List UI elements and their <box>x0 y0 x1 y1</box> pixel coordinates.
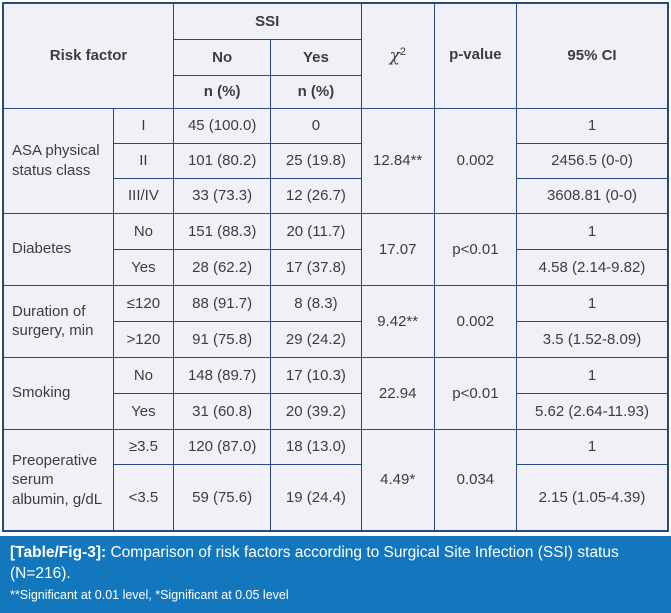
ssi-no-cell: 151 (88.3) <box>172 212 272 250</box>
chi-superscript: 2 <box>399 45 406 58</box>
ssi-no-cell: 28 (62.2) <box>172 248 272 286</box>
ci-cell: 1 <box>516 107 669 144</box>
ssi-no-cell: 148 (89.7) <box>172 356 272 394</box>
p-value-cell: 0.002 <box>433 284 518 358</box>
ssi-no-cell: 31 (60.8) <box>172 392 272 430</box>
table-row: III/IV 33 (73.3) 12 (26.7) 3608.81 (0-0) <box>3 177 669 214</box>
p-value-cell: 0.034 <box>433 428 518 532</box>
ssi-yes-cell: 19 (24.4) <box>270 463 362 532</box>
table-row: Preoperative serum albumin, g/dL ≥3.5 12… <box>2 428 669 532</box>
ci-cell: 2.15 (1.05-4.39) <box>516 463 669 532</box>
ssi-no-cell: 120 (87.0) <box>172 428 272 465</box>
ci-cell: 1 <box>516 212 669 250</box>
chi-square-cell: 17.07 <box>360 212 435 286</box>
ssi-no-cell: 91 (75.8) <box>172 320 272 358</box>
ssi-no-cell: 88 (91.7) <box>172 284 272 322</box>
category-cell: Yes <box>112 392 175 430</box>
risk-factor-label: Duration of surgery, min <box>2 284 114 358</box>
ssi-no-cell: 101 (80.2) <box>172 142 272 179</box>
ssi-yes-cell: 25 (19.8) <box>270 142 362 179</box>
table-row: ASA physical status class I 45 (100.0) 0… <box>2 107 669 214</box>
category-cell: No <box>112 356 175 394</box>
col-header-ssi-yes: Yes <box>270 38 362 76</box>
col-header-chi-square: χ2 <box>360 2 435 109</box>
ssi-yes-cell: 17 (10.3) <box>270 356 362 394</box>
category-cell: III/IV <box>112 177 175 214</box>
chi-square-cell: 4.49* <box>360 428 435 532</box>
category-cell: >120 <box>112 320 175 358</box>
col-header-risk-factor: Risk factor <box>2 2 174 109</box>
risk-factor-label: ASA physical status class <box>2 107 114 214</box>
ssi-no-cell: 59 (75.6) <box>172 463 272 532</box>
header-row-3: n (%) n (%) <box>3 74 668 109</box>
risk-factor-label: Smoking <box>2 356 114 430</box>
figure-caption-text: Comparison of risk factors according to … <box>10 544 619 582</box>
table-row: Duration of surgery, min ≤120 88 (91.7) … <box>2 284 669 358</box>
ssi-yes-cell: 20 (11.7) <box>270 212 362 250</box>
chi-square-cell: 12.84** <box>360 107 435 214</box>
col-header-95ci: 95% CI <box>516 2 669 109</box>
risk-factor-label: Diabetes <box>2 212 114 286</box>
category-cell: ≥3.5 <box>112 428 175 465</box>
col-header-n-pct-no: n (%) <box>172 74 272 109</box>
p-value-cell: p<0.01 <box>433 356 518 430</box>
chi-square-cell: 9.42** <box>360 284 435 358</box>
figure-caption-tag: [Table/Fig-3]: <box>10 544 107 561</box>
category-cell: No <box>112 212 175 250</box>
p-value-cell: 0.002 <box>433 107 518 214</box>
ci-cell: 2456.5 (0-0) <box>516 142 669 179</box>
risk-factor-table: Risk factor SSI χ2 p-value 95% CI No Yes… <box>2 2 669 532</box>
header-row-2: No Yes <box>3 38 668 76</box>
ssi-yes-cell: 17 (37.8) <box>270 248 362 286</box>
ssi-no-cell: 45 (100.0) <box>172 107 272 144</box>
ci-cell: 1 <box>516 356 669 394</box>
ssi-yes-cell: 29 (24.2) <box>270 320 362 358</box>
header-row-1: Risk factor SSI χ2 p-value 95% CI <box>2 2 669 109</box>
category-cell: ≤120 <box>112 284 175 322</box>
ci-cell: 1 <box>516 284 669 322</box>
col-header-ssi-no: No <box>172 38 272 76</box>
category-cell: Yes <box>112 248 175 286</box>
table-row: Diabetes No 151 (88.3) 20 (11.7) 17.07 p… <box>2 212 669 286</box>
ssi-yes-cell: 18 (13.0) <box>270 428 362 465</box>
table-row: Smoking No 148 (89.7) 17 (10.3) 22.94 p<… <box>2 356 669 430</box>
ssi-yes-cell: 12 (26.7) <box>270 177 362 214</box>
col-header-p-value: p-value <box>433 2 518 109</box>
ssi-yes-cell: 20 (39.2) <box>270 392 362 430</box>
category-cell: I <box>112 107 175 144</box>
ci-cell: 1 <box>516 428 669 465</box>
ssi-yes-cell: 8 (8.3) <box>270 284 362 322</box>
table-row: >120 91 (75.8) 29 (24.2) 3.5 (1.52-8.09) <box>3 320 669 358</box>
significance-footnote: **Significant at 0.01 level, *Significan… <box>10 587 289 602</box>
figure-caption: [Table/Fig-3]: Comparison of risk factor… <box>10 543 661 585</box>
risk-factor-label: Preoperative serum albumin, g/dL <box>2 428 114 532</box>
ci-cell: 3.5 (1.52-8.09) <box>516 320 669 358</box>
ssi-yes-cell: 0 <box>270 107 362 144</box>
category-cell: II <box>112 142 175 179</box>
ci-cell: 5.62 (2.64-11.93) <box>516 392 669 430</box>
ci-cell: 4.58 (2.14-9.82) <box>516 248 669 286</box>
col-header-n-pct-yes: n (%) <box>270 74 362 109</box>
p-value-cell: p<0.01 <box>433 212 518 286</box>
col-header-ssi: SSI <box>173 2 362 40</box>
ssi-no-cell: 33 (73.3) <box>172 177 272 214</box>
ci-cell: 3608.81 (0-0) <box>516 177 669 214</box>
table-row: II 101 (80.2) 25 (19.8) 2456.5 (0-0) <box>3 142 669 179</box>
chi-symbol: χ <box>389 45 400 66</box>
table-row: <3.5 59 (75.6) 19 (24.4) 2.15 (1.05-4.39… <box>3 463 669 532</box>
category-cell: <3.5 <box>112 463 175 532</box>
chi-square-cell: 22.94 <box>360 356 435 430</box>
figure-caption-band: [Table/Fig-3]: Comparison of risk factor… <box>0 536 671 613</box>
